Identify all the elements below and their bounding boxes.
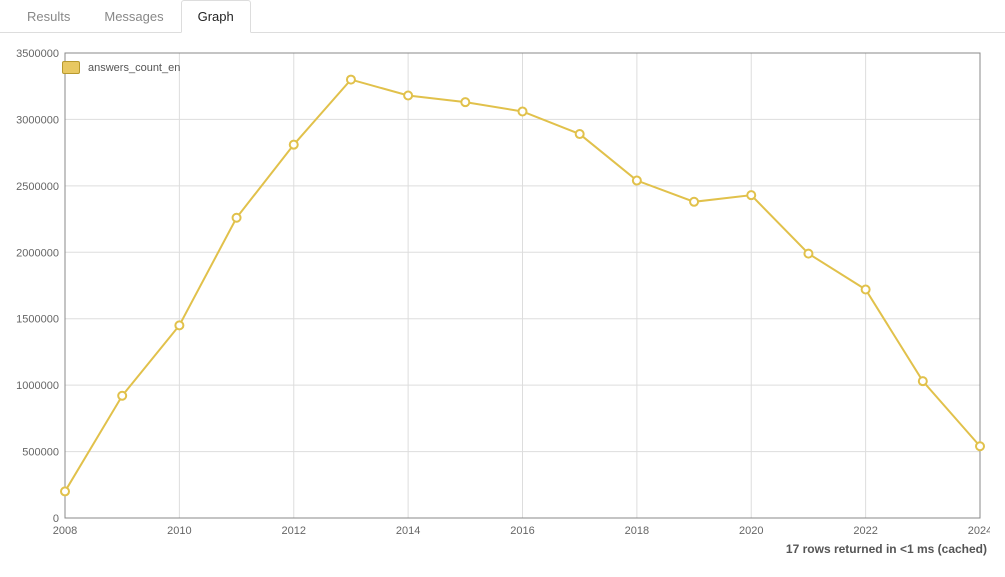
svg-text:2024: 2024: [968, 525, 990, 537]
tab-messages[interactable]: Messages: [87, 0, 180, 33]
tab-results[interactable]: Results: [10, 0, 87, 33]
line-chart: 0 500000 1000000 1500000 2000000 2500000 30000…: [15, 43, 990, 543]
tab-bar: Results Messages Graph: [0, 0, 1005, 33]
svg-text:1500000: 1500000: [16, 314, 59, 326]
svg-text:2008: 2008: [53, 525, 77, 537]
svg-text:500000: 500000: [22, 447, 59, 459]
svg-text:3000000: 3000000: [16, 114, 59, 126]
svg-text:2000000: 2000000: [16, 247, 59, 259]
svg-text:2010: 2010: [167, 525, 191, 537]
svg-text:2016: 2016: [510, 525, 534, 537]
status-footer: 17 rows returned in <1 ms (cached): [0, 542, 1005, 556]
tab-graph[interactable]: Graph: [181, 0, 251, 33]
chart-area: answers_count_en 0 500000 1000000 1500000 20…: [0, 33, 1005, 538]
svg-text:2020: 2020: [739, 525, 763, 537]
svg-text:0: 0: [53, 513, 59, 525]
svg-text:2012: 2012: [282, 525, 306, 537]
legend-swatch-icon: [62, 61, 80, 74]
svg-text:2014: 2014: [396, 525, 420, 537]
legend-label: answers_count_en: [88, 62, 180, 74]
svg-text:2022: 2022: [853, 525, 877, 537]
legend: answers_count_en: [62, 61, 180, 74]
svg-text:2500000: 2500000: [16, 181, 59, 193]
svg-text:1000000: 1000000: [16, 380, 59, 392]
svg-text:2018: 2018: [625, 525, 649, 537]
svg-text:3500000: 3500000: [16, 48, 59, 60]
